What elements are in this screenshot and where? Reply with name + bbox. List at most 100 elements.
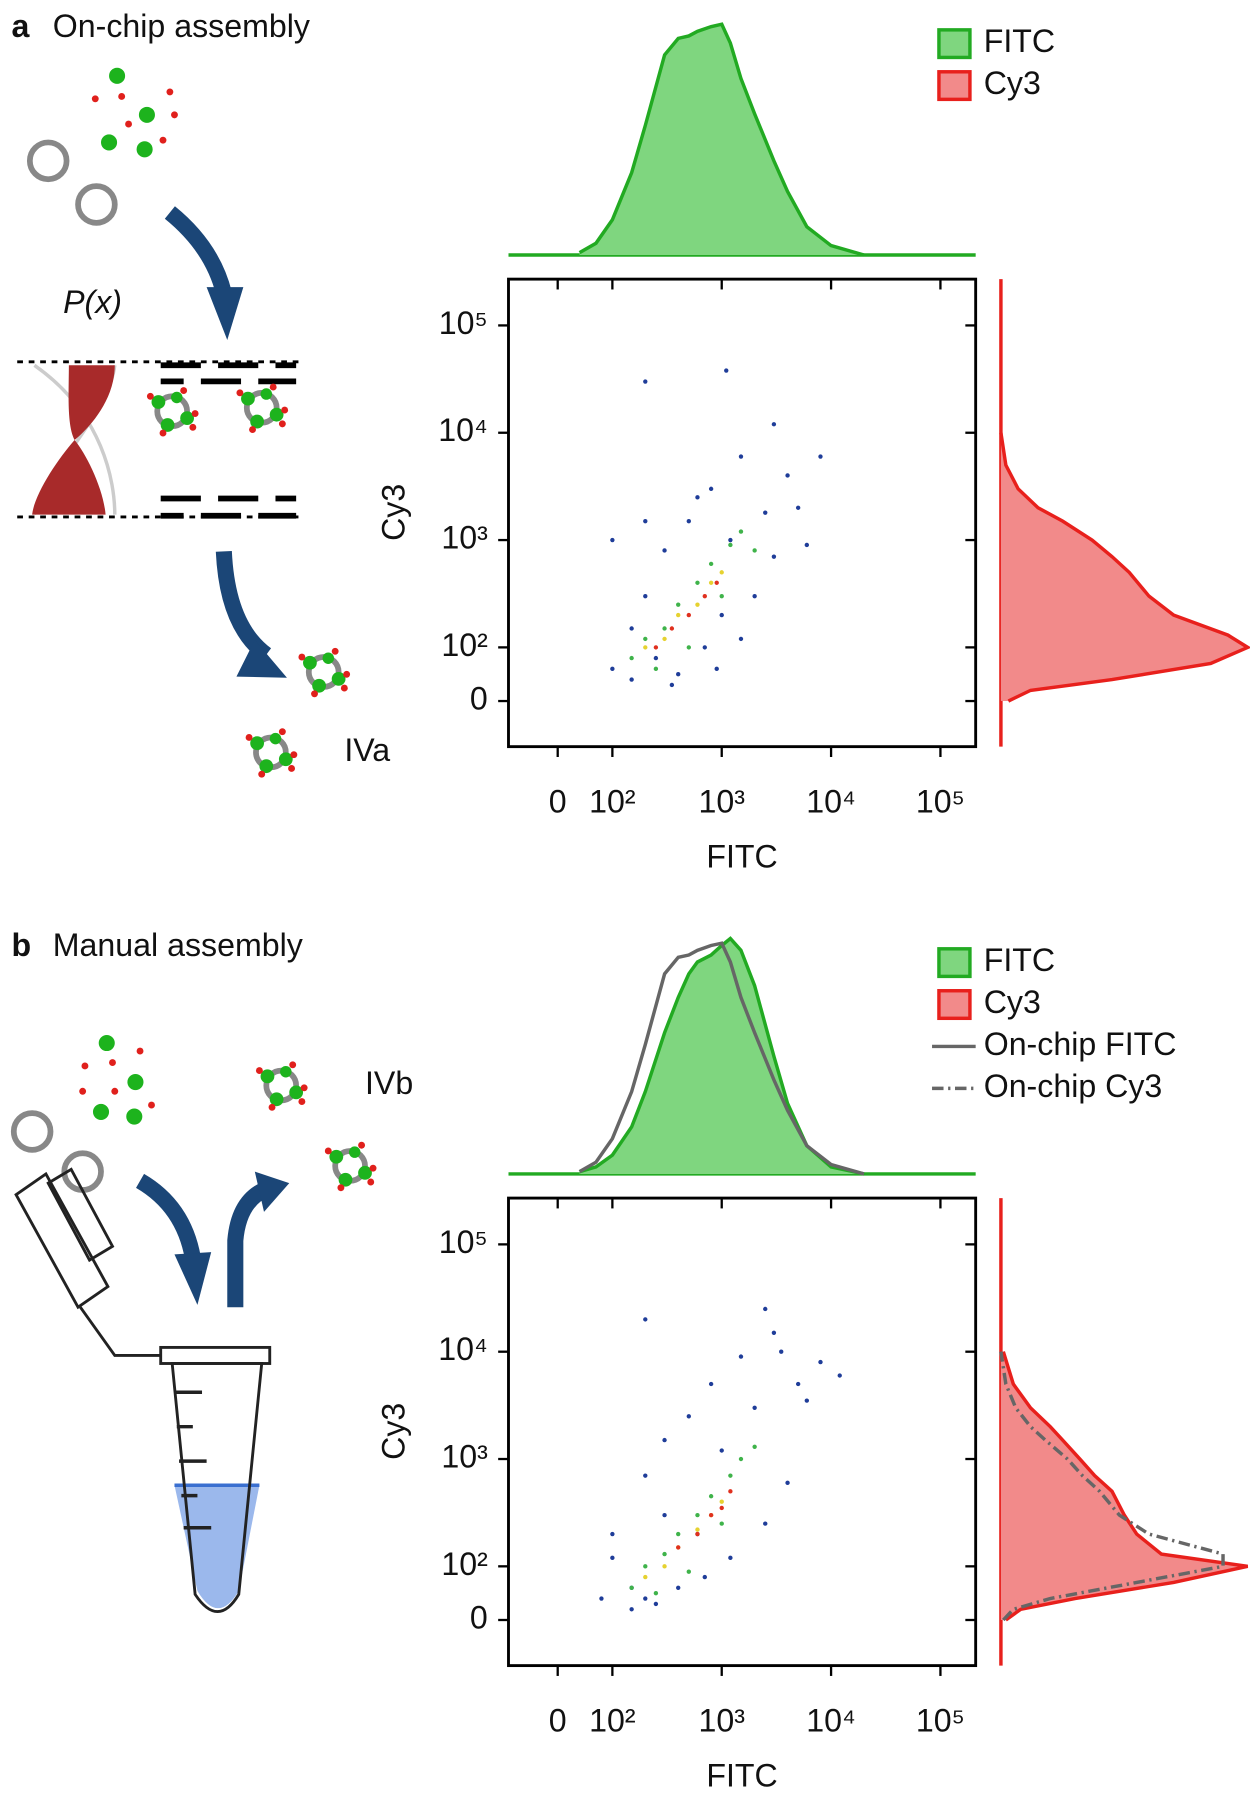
scatter-point [804, 1398, 810, 1403]
scatter-point [752, 548, 757, 553]
y-tick-label: 10³ [441, 520, 488, 556]
scatter-point [763, 1306, 768, 1312]
scatter-point [669, 626, 675, 631]
scatter-point [610, 1531, 615, 1537]
x-axis-label: FITC [706, 1758, 777, 1794]
x-tick-label: 10² [589, 784, 636, 820]
scatter-point [771, 554, 777, 559]
scatter-point [719, 593, 724, 599]
scatter-point [629, 655, 634, 661]
scatter-point [643, 593, 648, 599]
legend-label: Cy3 [984, 65, 1041, 101]
legend-swatch [937, 28, 972, 60]
scatter-point [643, 379, 648, 384]
histogram-area [1000, 432, 1248, 702]
histogram-line [1001, 1351, 1249, 1622]
panel-title: Manual assembly [53, 927, 303, 963]
y-axis-label: Cy3 [376, 1403, 412, 1460]
scatter-point [708, 580, 714, 585]
scatter-point [708, 486, 714, 492]
scatter-point [599, 1596, 604, 1601]
scatter-point [771, 422, 777, 427]
plot-frame [507, 1196, 978, 1668]
scatter-point [708, 1494, 714, 1499]
scatter-point [676, 672, 681, 677]
scatter-point [676, 612, 681, 618]
scatter-point [719, 570, 724, 575]
scatter-point [728, 1555, 733, 1561]
scatter-point [695, 1512, 700, 1518]
scatter-point [695, 1531, 700, 1537]
scatter-point [719, 612, 724, 618]
scatter-point [610, 666, 615, 672]
scatter-point [643, 518, 648, 524]
scatter-point [719, 1499, 724, 1504]
scatter-point [643, 636, 648, 642]
scatter-point [708, 1512, 714, 1518]
scatter-point [653, 666, 659, 672]
y-tick-label: 10² [441, 627, 488, 663]
x-tick-label: 0 [549, 1703, 567, 1739]
histogram-line [579, 936, 865, 1176]
scatter-point [695, 495, 700, 500]
scatter-point [653, 655, 659, 661]
scatter-point [752, 1405, 757, 1410]
scatter-point [662, 626, 667, 631]
scatter-point [771, 1330, 777, 1335]
schematic-b [10, 1034, 377, 1613]
scatter-point [804, 542, 810, 548]
panel-label: b [11, 927, 31, 963]
x-tick-label: 10⁴ [806, 1703, 856, 1739]
histogram-area [1000, 1351, 1248, 1620]
scatter-point [686, 1569, 691, 1574]
scatter-point [728, 1473, 733, 1478]
scatter-point [795, 505, 801, 510]
plot-frame [507, 277, 978, 749]
scatter-point [686, 612, 691, 618]
scatter-point [763, 510, 768, 515]
histogram-line [999, 1351, 1225, 1622]
scatter-point [662, 1564, 667, 1569]
scatter-point [676, 1531, 681, 1537]
y-tick-label: 0 [470, 1599, 488, 1635]
histogram-area [579, 24, 864, 256]
x-tick-label: 10² [589, 1703, 636, 1739]
x-tick-label: 10⁴ [806, 784, 856, 820]
scatter-point [708, 561, 714, 567]
legend-label: FITC [984, 942, 1055, 978]
x-tick-label: 0 [549, 784, 567, 820]
scatter-point [662, 1512, 667, 1518]
scatter-point [643, 1564, 648, 1569]
scatter-point [738, 1354, 744, 1359]
panel-title: On-chip assembly [53, 8, 310, 44]
scatter-point [653, 1601, 659, 1607]
legend-label: On-chip FITC [984, 1026, 1177, 1062]
panel-label: a [11, 8, 30, 44]
scatter-point [728, 1489, 733, 1494]
scatter-point [686, 1414, 691, 1419]
legend-swatch [937, 947, 972, 979]
scatter-point [676, 1585, 681, 1590]
scatter-point [629, 1585, 634, 1590]
y-axis-label: Cy3 [376, 484, 412, 541]
scatter-point [719, 1448, 724, 1453]
scatter-point [643, 1317, 648, 1322]
scatter-point [643, 645, 648, 650]
scatter-point [662, 1437, 667, 1443]
y-tick-label: 10³ [441, 1439, 488, 1475]
scatter-point [738, 454, 744, 459]
x-tick-label: 10⁵ [916, 784, 965, 820]
x-tick-label: 10³ [699, 1703, 746, 1739]
scatter-point [629, 677, 634, 682]
y-tick-label: 10⁴ [438, 412, 488, 448]
scatter-point [702, 1574, 707, 1580]
schematic-a [17, 67, 350, 778]
y-tick-label: 10² [441, 1546, 488, 1582]
x-tick-label: 10⁵ [916, 1703, 965, 1739]
scatter-point [714, 666, 719, 672]
scatter-point [676, 602, 681, 607]
legend-label: Cy3 [984, 984, 1041, 1020]
scatter-point [738, 529, 744, 534]
